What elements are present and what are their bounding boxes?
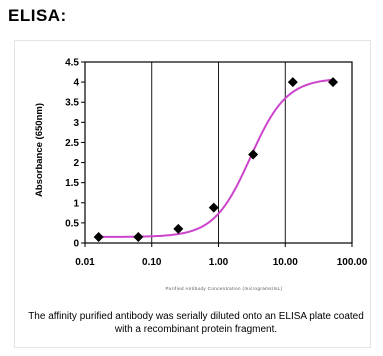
y-tick-label: 3.5 <box>65 98 79 109</box>
x-tick-label: 0.01 <box>75 257 95 268</box>
y-tick-label: 1 <box>73 198 79 209</box>
y-tick-label: 3 <box>73 118 79 129</box>
data-point <box>93 231 104 242</box>
y-tick-label: 0.5 <box>65 218 79 229</box>
y-tick-label: 2.5 <box>65 138 79 149</box>
y-tick-label: 2 <box>73 158 79 169</box>
y-tick-label: 1.5 <box>65 178 79 189</box>
x-tick-label: 10.00 <box>273 257 298 268</box>
y-tick-labels: 0 0.5 1 1.5 2 2.5 3 3.5 4 4.5 <box>65 58 85 250</box>
data-point <box>287 77 298 88</box>
x-tick-labels: 0.01 0.10 1.00 10.00 100.00 <box>75 243 368 268</box>
figure-caption: The affinity purified antibody was seria… <box>28 311 364 335</box>
x-tick-label: 100.00 <box>337 257 368 268</box>
y-tick-label: 4 <box>73 78 79 89</box>
y-tick-label: 4.5 <box>65 58 79 69</box>
x-axis-title: Purified Antibody Concentration (microgr… <box>165 286 282 291</box>
data-point <box>248 149 259 160</box>
x-tick-label: 1.00 <box>209 257 229 268</box>
data-point <box>328 77 339 88</box>
data-point <box>208 202 219 213</box>
data-point <box>133 231 144 242</box>
data-point <box>173 223 184 234</box>
page-title: ELISA: <box>8 6 67 25</box>
x-tick-label: 0.10 <box>142 257 162 268</box>
y-axis-title: Absorbance (650nm) <box>34 103 45 197</box>
y-tick-label: 0 <box>73 239 79 250</box>
marker-layer <box>93 77 339 242</box>
